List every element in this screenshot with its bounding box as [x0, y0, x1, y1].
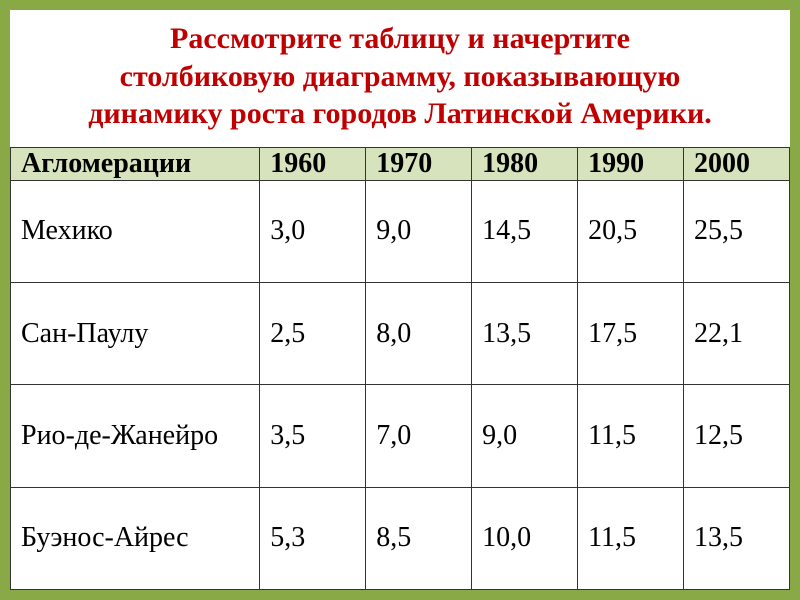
slide-title: Рассмотрите таблицу и начертите столбико… — [10, 10, 790, 147]
cell-value: 5,3 — [260, 487, 366, 589]
cell-value: 3,0 — [260, 180, 366, 282]
data-table: Агломерации 1960 1970 1980 1990 2000 Мех… — [10, 147, 790, 591]
cell-name: Сан-Паулу — [11, 282, 260, 384]
cell-value: 11,5 — [578, 487, 684, 589]
table-row: Рио-де-Жанейро 3,5 7,0 9,0 11,5 12,5 — [11, 385, 790, 487]
cell-name: Буэнос-Айрес — [11, 487, 260, 589]
cell-value: 20,5 — [578, 180, 684, 282]
cell-value: 11,5 — [578, 385, 684, 487]
title-line-2: столбиковую диаграмму, показывающую — [120, 60, 681, 93]
col-header: Агломерации — [11, 147, 260, 180]
cell-value: 14,5 — [472, 180, 578, 282]
table-header: Агломерации 1960 1970 1980 1990 2000 — [11, 147, 790, 180]
cell-value: 9,0 — [472, 385, 578, 487]
cell-value: 17,5 — [578, 282, 684, 384]
cell-value: 13,5 — [472, 282, 578, 384]
col-header: 2000 — [684, 147, 790, 180]
cell-value: 12,5 — [684, 385, 790, 487]
col-header: 1980 — [472, 147, 578, 180]
table-body: Мехико 3,0 9,0 14,5 20,5 25,5 Сан-Паулу … — [11, 180, 790, 590]
cell-value: 7,0 — [366, 385, 472, 487]
table-row: Сан-Паулу 2,5 8,0 13,5 17,5 22,1 — [11, 282, 790, 384]
table-row: Буэнос-Айрес 5,3 8,5 10,0 11,5 13,5 — [11, 487, 790, 589]
col-header: 1990 — [578, 147, 684, 180]
cell-value: 9,0 — [366, 180, 472, 282]
cell-value: 10,0 — [472, 487, 578, 589]
table-header-row: Агломерации 1960 1970 1980 1990 2000 — [11, 147, 790, 180]
cell-value: 3,5 — [260, 385, 366, 487]
cell-value: 8,0 — [366, 282, 472, 384]
slide-frame: Рассмотрите таблицу и начертите столбико… — [0, 0, 800, 600]
title-line-3: динамику роста городов Латинской Америки… — [88, 97, 712, 130]
title-line-1: Рассмотрите таблицу и начертите — [170, 22, 630, 55]
col-header: 1970 — [366, 147, 472, 180]
table-row: Мехико 3,0 9,0 14,5 20,5 25,5 — [11, 180, 790, 282]
cell-value: 2,5 — [260, 282, 366, 384]
cell-value: 25,5 — [684, 180, 790, 282]
cell-value: 13,5 — [684, 487, 790, 589]
col-header: 1960 — [260, 147, 366, 180]
cell-value: 22,1 — [684, 282, 790, 384]
cell-value: 8,5 — [366, 487, 472, 589]
cell-name: Мехико — [11, 180, 260, 282]
cell-name: Рио-де-Жанейро — [11, 385, 260, 487]
